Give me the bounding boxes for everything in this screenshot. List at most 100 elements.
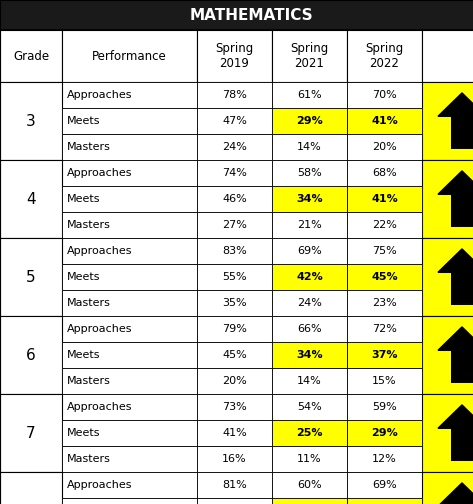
Text: 3: 3: [26, 113, 36, 129]
Bar: [347, 82, 422, 108]
Bar: [62, 108, 197, 134]
Text: 79%: 79%: [222, 324, 247, 334]
Polygon shape: [438, 327, 473, 350]
Text: Masters: Masters: [67, 454, 111, 464]
Bar: [347, 446, 422, 472]
Polygon shape: [438, 93, 473, 116]
Bar: [62, 420, 197, 446]
Bar: [62, 212, 197, 238]
Bar: [197, 498, 272, 504]
Bar: [62, 186, 197, 212]
Text: 34%: 34%: [296, 350, 323, 360]
Bar: [197, 420, 272, 446]
Bar: [197, 160, 272, 186]
Text: 60%: 60%: [297, 480, 322, 490]
Bar: [347, 134, 422, 160]
Bar: [62, 368, 197, 394]
Bar: [197, 212, 272, 238]
Bar: [451, 195, 473, 227]
Bar: [272, 446, 347, 472]
Text: 12%: 12%: [372, 454, 397, 464]
Text: MATHEMATICS: MATHEMATICS: [189, 8, 313, 23]
Bar: [62, 316, 197, 342]
Text: 25%: 25%: [296, 428, 323, 438]
Bar: [272, 342, 347, 368]
Bar: [197, 472, 272, 498]
Bar: [347, 472, 422, 498]
Text: 6: 6: [26, 347, 36, 362]
Text: 81%: 81%: [222, 480, 247, 490]
Bar: [272, 238, 347, 264]
Bar: [272, 264, 347, 290]
Text: 73%: 73%: [222, 402, 247, 412]
Bar: [347, 238, 422, 264]
Text: 14%: 14%: [297, 376, 322, 386]
Text: Meets: Meets: [67, 272, 100, 282]
Text: Meets: Meets: [67, 116, 100, 126]
Text: 11%: 11%: [297, 454, 322, 464]
Text: Approaches: Approaches: [67, 480, 132, 490]
Text: Meets: Meets: [67, 350, 100, 360]
Bar: [62, 264, 197, 290]
Bar: [347, 108, 422, 134]
Bar: [272, 290, 347, 316]
Bar: [0, 30, 62, 82]
Bar: [62, 290, 197, 316]
Bar: [197, 342, 272, 368]
Bar: [347, 498, 422, 504]
Text: Meets: Meets: [67, 428, 100, 438]
Text: 41%: 41%: [371, 116, 398, 126]
Text: 22%: 22%: [372, 220, 397, 230]
Bar: [272, 186, 347, 212]
Bar: [451, 116, 473, 149]
Text: 83%: 83%: [222, 246, 247, 256]
Text: Masters: Masters: [67, 142, 111, 152]
Bar: [62, 498, 197, 504]
Bar: [347, 212, 422, 238]
Text: 34%: 34%: [296, 194, 323, 204]
Bar: [422, 394, 473, 472]
Text: 54%: 54%: [297, 402, 322, 412]
Text: 69%: 69%: [372, 480, 397, 490]
Bar: [0, 238, 62, 316]
Text: 20%: 20%: [372, 142, 397, 152]
Bar: [272, 212, 347, 238]
Bar: [272, 498, 347, 504]
Text: 16%: 16%: [222, 454, 247, 464]
Bar: [197, 108, 272, 134]
Bar: [422, 316, 473, 394]
Text: 69%: 69%: [297, 246, 322, 256]
Bar: [347, 342, 422, 368]
Bar: [197, 238, 272, 264]
Text: Approaches: Approaches: [67, 324, 132, 334]
Text: 75%: 75%: [372, 246, 397, 256]
Bar: [422, 82, 473, 160]
Bar: [422, 160, 473, 238]
Bar: [347, 290, 422, 316]
Text: 27%: 27%: [222, 220, 247, 230]
Bar: [272, 316, 347, 342]
Bar: [62, 134, 197, 160]
Text: 21%: 21%: [297, 220, 322, 230]
Text: 58%: 58%: [297, 168, 322, 178]
Bar: [0, 472, 62, 504]
Bar: [272, 134, 347, 160]
Polygon shape: [438, 483, 473, 504]
Bar: [272, 160, 347, 186]
Bar: [451, 272, 473, 305]
Bar: [347, 368, 422, 394]
Bar: [272, 394, 347, 420]
Text: 23%: 23%: [372, 298, 397, 308]
Text: 29%: 29%: [296, 116, 323, 126]
Bar: [197, 186, 272, 212]
Text: 55%: 55%: [222, 272, 247, 282]
Polygon shape: [438, 405, 473, 428]
Text: 42%: 42%: [296, 272, 323, 282]
Text: Approaches: Approaches: [67, 246, 132, 256]
Bar: [347, 160, 422, 186]
Text: Meets: Meets: [67, 194, 100, 204]
Bar: [62, 446, 197, 472]
Text: Performance: Performance: [92, 49, 167, 62]
Bar: [451, 350, 473, 383]
Polygon shape: [438, 171, 473, 195]
